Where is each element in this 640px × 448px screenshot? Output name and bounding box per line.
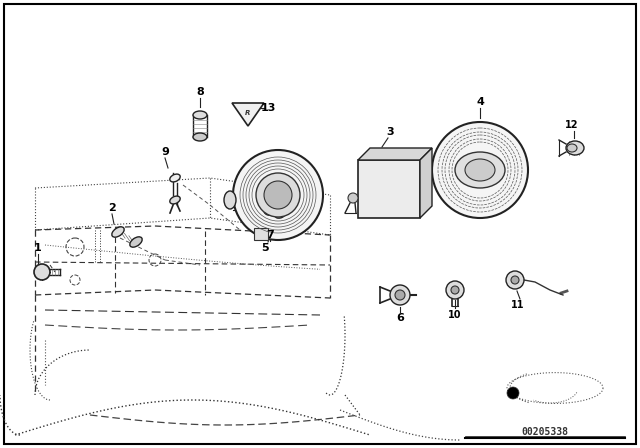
Ellipse shape — [112, 227, 124, 237]
Ellipse shape — [170, 174, 180, 182]
Text: 5: 5 — [261, 243, 269, 253]
Circle shape — [511, 276, 519, 284]
Circle shape — [395, 290, 405, 300]
Text: 3: 3 — [386, 127, 394, 137]
Ellipse shape — [170, 196, 180, 204]
Circle shape — [506, 271, 524, 289]
Text: 12: 12 — [565, 120, 579, 130]
Circle shape — [390, 285, 410, 305]
Circle shape — [451, 286, 459, 294]
Circle shape — [507, 387, 519, 399]
Text: 10: 10 — [448, 310, 461, 320]
Text: 9: 9 — [161, 147, 169, 157]
Circle shape — [233, 150, 323, 240]
Ellipse shape — [193, 111, 207, 119]
Bar — [254, 228, 268, 240]
Text: 6: 6 — [396, 313, 404, 323]
Ellipse shape — [130, 237, 142, 247]
Ellipse shape — [275, 212, 285, 218]
Polygon shape — [358, 148, 432, 160]
Ellipse shape — [264, 205, 280, 215]
Text: 1: 1 — [34, 243, 42, 253]
Circle shape — [432, 122, 528, 218]
Text: 2: 2 — [108, 203, 116, 213]
Text: R: R — [245, 110, 251, 116]
Circle shape — [34, 264, 50, 280]
Ellipse shape — [465, 159, 495, 181]
Bar — [358, 160, 420, 218]
Circle shape — [256, 173, 300, 217]
Ellipse shape — [455, 152, 505, 188]
Text: 00205338: 00205338 — [522, 427, 568, 437]
Polygon shape — [232, 103, 264, 126]
Text: 4: 4 — [476, 97, 484, 107]
Ellipse shape — [566, 141, 584, 155]
Circle shape — [264, 181, 292, 209]
Ellipse shape — [567, 144, 577, 152]
Text: 7: 7 — [266, 230, 274, 240]
Text: 8: 8 — [196, 87, 204, 97]
Ellipse shape — [224, 191, 236, 209]
Text: 11: 11 — [511, 300, 525, 310]
Text: 13: 13 — [260, 103, 276, 113]
Polygon shape — [420, 148, 432, 218]
Ellipse shape — [348, 193, 358, 203]
Ellipse shape — [193, 133, 207, 141]
Circle shape — [446, 281, 464, 299]
